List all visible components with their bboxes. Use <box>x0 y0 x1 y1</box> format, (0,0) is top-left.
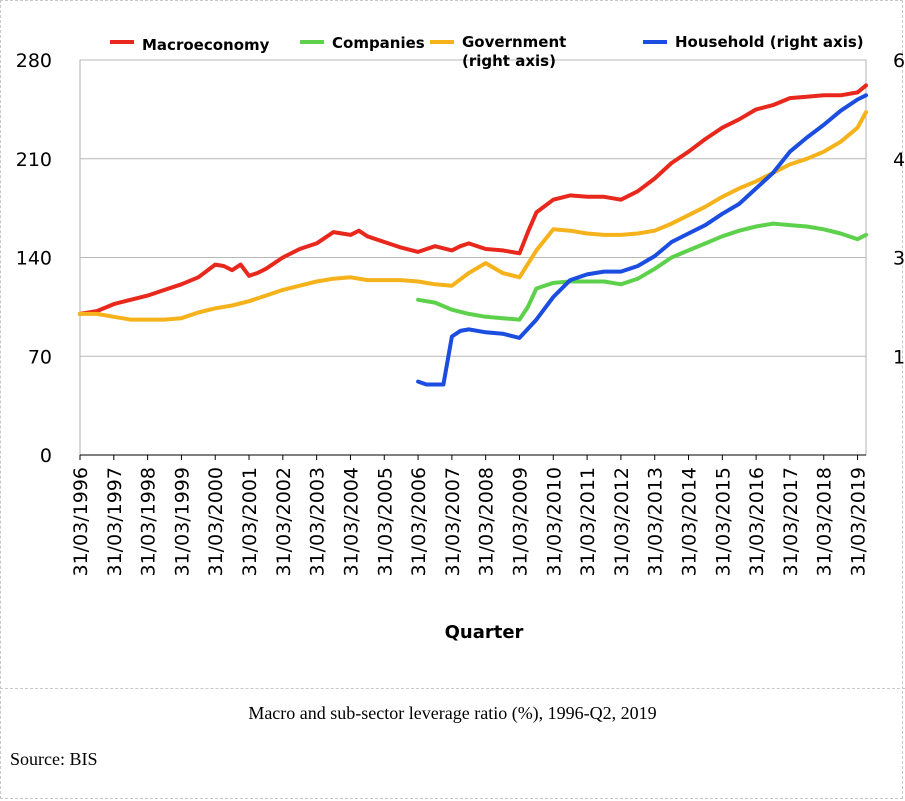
x-tick-label: 31/03/2000 <box>205 467 227 577</box>
grid-lines <box>79 59 867 460</box>
x-tick-label: 31/03/2008 <box>476 467 498 577</box>
legend-label: Household (right axis) <box>675 33 864 51</box>
series-line-2 <box>78 110 868 322</box>
x-tick-label: 31/03/2001 <box>239 467 261 577</box>
x-tick-label: 31/03/1998 <box>138 467 160 577</box>
y2-tick-label: 6 <box>893 50 905 72</box>
x-tick-label: 31/03/2002 <box>273 467 295 577</box>
x-tick-label: 31/03/2010 <box>543 467 565 577</box>
x-tick-label: 31/03/2012 <box>611 467 633 577</box>
x-tick-label: 31/03/1999 <box>171 467 193 577</box>
legend: Macroeconomy Companies Government (right ax… <box>110 33 864 70</box>
x-tick-label: 31/03/2003 <box>307 467 329 577</box>
series-line-1 <box>416 221 868 322</box>
x-tick-label: 31/03/2004 <box>340 467 362 577</box>
legend-label: Macroeconomy <box>142 36 270 54</box>
x-tick-label: 31/03/2005 <box>374 467 396 577</box>
series-line-3 <box>416 93 868 387</box>
y-tick-label: 70 <box>28 346 52 368</box>
x-tick-label: 31/03/2007 <box>442 467 464 577</box>
y2-tick-label: 4 <box>893 149 905 171</box>
y-tick-label: 210 <box>16 149 52 171</box>
x-tick-label: 31/03/2006 <box>408 467 430 577</box>
legend-label: Companies <box>332 34 425 52</box>
x-tick-label: 31/03/2013 <box>645 467 667 577</box>
series-lines <box>78 83 868 387</box>
y-tick-label: 140 <box>16 248 52 270</box>
y2-axis-ticks: 1 3 4 6 <box>893 50 905 368</box>
figure-source: Source: BIS <box>10 749 98 769</box>
y-tick-label: 280 <box>16 50 52 72</box>
x-tick-label: 31/03/1996 <box>70 467 92 577</box>
x-axis-ticks: 31/03/1996 31/03/1997 31/03/1998 31/03/1999… <box>70 467 870 577</box>
y-tick-label: 0 <box>40 445 52 467</box>
x-tick-label: 31/03/2018 <box>814 467 836 577</box>
x-tick-label: 31/03/2017 <box>780 467 802 577</box>
x-tick-label: 31/03/2016 <box>746 467 768 577</box>
x-tick-label: 31/03/2019 <box>848 467 870 577</box>
caption-divider <box>0 688 905 689</box>
y2-tick-label: 1 <box>893 346 905 368</box>
x-tick-label: 31/03/2009 <box>509 467 531 577</box>
x-tick-label: 31/03/1997 <box>104 467 126 577</box>
x-tick-label: 31/03/2015 <box>712 467 734 577</box>
x-axis-label: Quarter <box>445 622 524 643</box>
x-tick-label: 31/03/2014 <box>679 467 701 577</box>
x-tick-label: 31/03/2011 <box>577 467 599 577</box>
legend-label: Government (right axis) <box>462 33 566 70</box>
y-axis-ticks: 0 70 140 210 280 <box>16 50 52 467</box>
series-line-0 <box>78 83 868 316</box>
figure-caption: Macro and sub-sector leverage ratio (%),… <box>248 703 657 723</box>
y2-tick-label: 3 <box>893 248 905 270</box>
